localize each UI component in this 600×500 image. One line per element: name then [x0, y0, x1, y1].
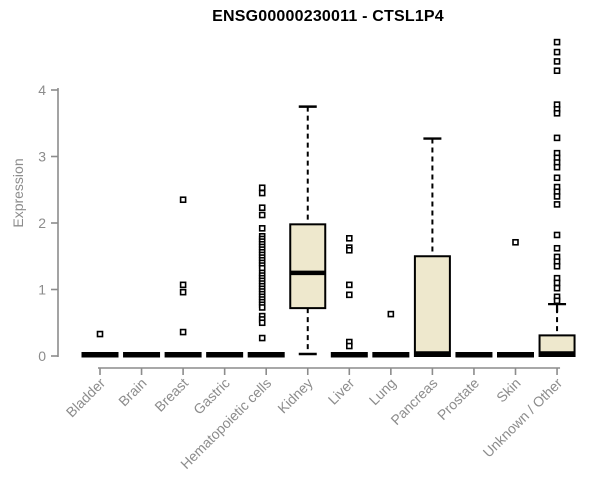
box-group-kidney	[289, 105, 327, 356]
box-group-unknown-other	[538, 38, 576, 358]
x-tick-label-skin: Skin	[493, 375, 524, 406]
x-tick-label-liver: Liver	[325, 375, 358, 408]
x-tick-label-lung: Lung	[366, 375, 399, 408]
outlier-point	[553, 284, 561, 292]
outlier-point	[553, 297, 561, 305]
outlier-point	[179, 281, 187, 289]
outlier-point	[553, 231, 561, 239]
box-group-hematopoietic-cells	[247, 184, 285, 358]
y-tick-label: 4	[38, 82, 46, 98]
outlier-point	[179, 196, 187, 204]
box-group-gastric	[206, 352, 244, 358]
outlier-point	[179, 328, 187, 336]
outlier-point	[258, 319, 266, 327]
box-group-pancreas	[413, 137, 451, 357]
box	[289, 223, 327, 310]
outlier-point	[179, 288, 187, 296]
x-tick-label-unknown-other: Unknown / Other	[480, 375, 566, 461]
outlier-point	[553, 67, 561, 75]
outlier-point	[258, 189, 266, 197]
outlier-point	[553, 163, 561, 171]
collapsed-box	[455, 352, 493, 358]
outlier-point	[345, 246, 353, 254]
collapsed-box	[206, 352, 244, 358]
outlier-point	[553, 193, 561, 200]
y-tick-label: 3	[38, 149, 46, 165]
box-group-lung	[372, 310, 410, 358]
outlier-point	[512, 238, 519, 246]
outlier-point	[345, 281, 353, 289]
outlier-point	[553, 174, 561, 182]
box-group-brain	[123, 352, 161, 358]
x-tick-label-prostate: Prostate	[434, 375, 482, 423]
y-axis-label: Expression	[10, 158, 26, 228]
box-group-prostate	[455, 352, 493, 358]
outlier-point	[553, 58, 561, 65]
box	[538, 334, 576, 358]
box	[413, 255, 451, 357]
outlier-point	[258, 304, 266, 311]
outlier-point	[553, 48, 561, 56]
outlier-point	[258, 184, 266, 192]
outlier-point	[258, 225, 266, 232]
x-tick-label-breast: Breast	[151, 375, 191, 415]
y-tick-label: 1	[38, 282, 46, 298]
outlier-point	[553, 244, 561, 252]
box-group-skin	[497, 238, 534, 358]
chart-title: ENSG00000230011 - CTSL1P4	[212, 8, 444, 25]
outlier-point	[96, 330, 104, 338]
outlier-point	[345, 234, 353, 242]
collapsed-box	[247, 352, 285, 358]
outlier-point	[553, 201, 561, 208]
outlier-point	[387, 310, 395, 318]
x-tick-label-kidney: Kidney	[274, 375, 316, 417]
box-group-liver	[330, 234, 368, 358]
collapsed-box	[164, 352, 202, 358]
outlier-point	[553, 109, 561, 117]
y-tick-label: 0	[38, 348, 46, 364]
collapsed-box	[497, 352, 534, 358]
outlier-point	[345, 342, 353, 350]
outlier-point	[553, 279, 561, 287]
box-group-bladder	[81, 330, 119, 358]
y-axis: 0 1 2 3 4	[38, 82, 59, 364]
y-tick-label: 2	[38, 215, 46, 231]
outlier-point	[553, 38, 561, 46]
outlier-point	[345, 291, 353, 299]
collapsed-box	[372, 352, 410, 358]
outlier-point	[258, 204, 266, 212]
collapsed-box	[123, 352, 161, 358]
collapsed-box	[330, 352, 368, 358]
x-tick-label-bladder: Bladder	[63, 375, 109, 421]
collapsed-box	[81, 352, 119, 358]
outlier-point	[258, 211, 266, 219]
outlier-point	[553, 262, 561, 270]
box-group-breast	[164, 196, 202, 358]
outlier-point	[258, 334, 266, 342]
x-tick-label-brain: Brain	[115, 375, 149, 409]
outlier-point	[553, 134, 561, 142]
